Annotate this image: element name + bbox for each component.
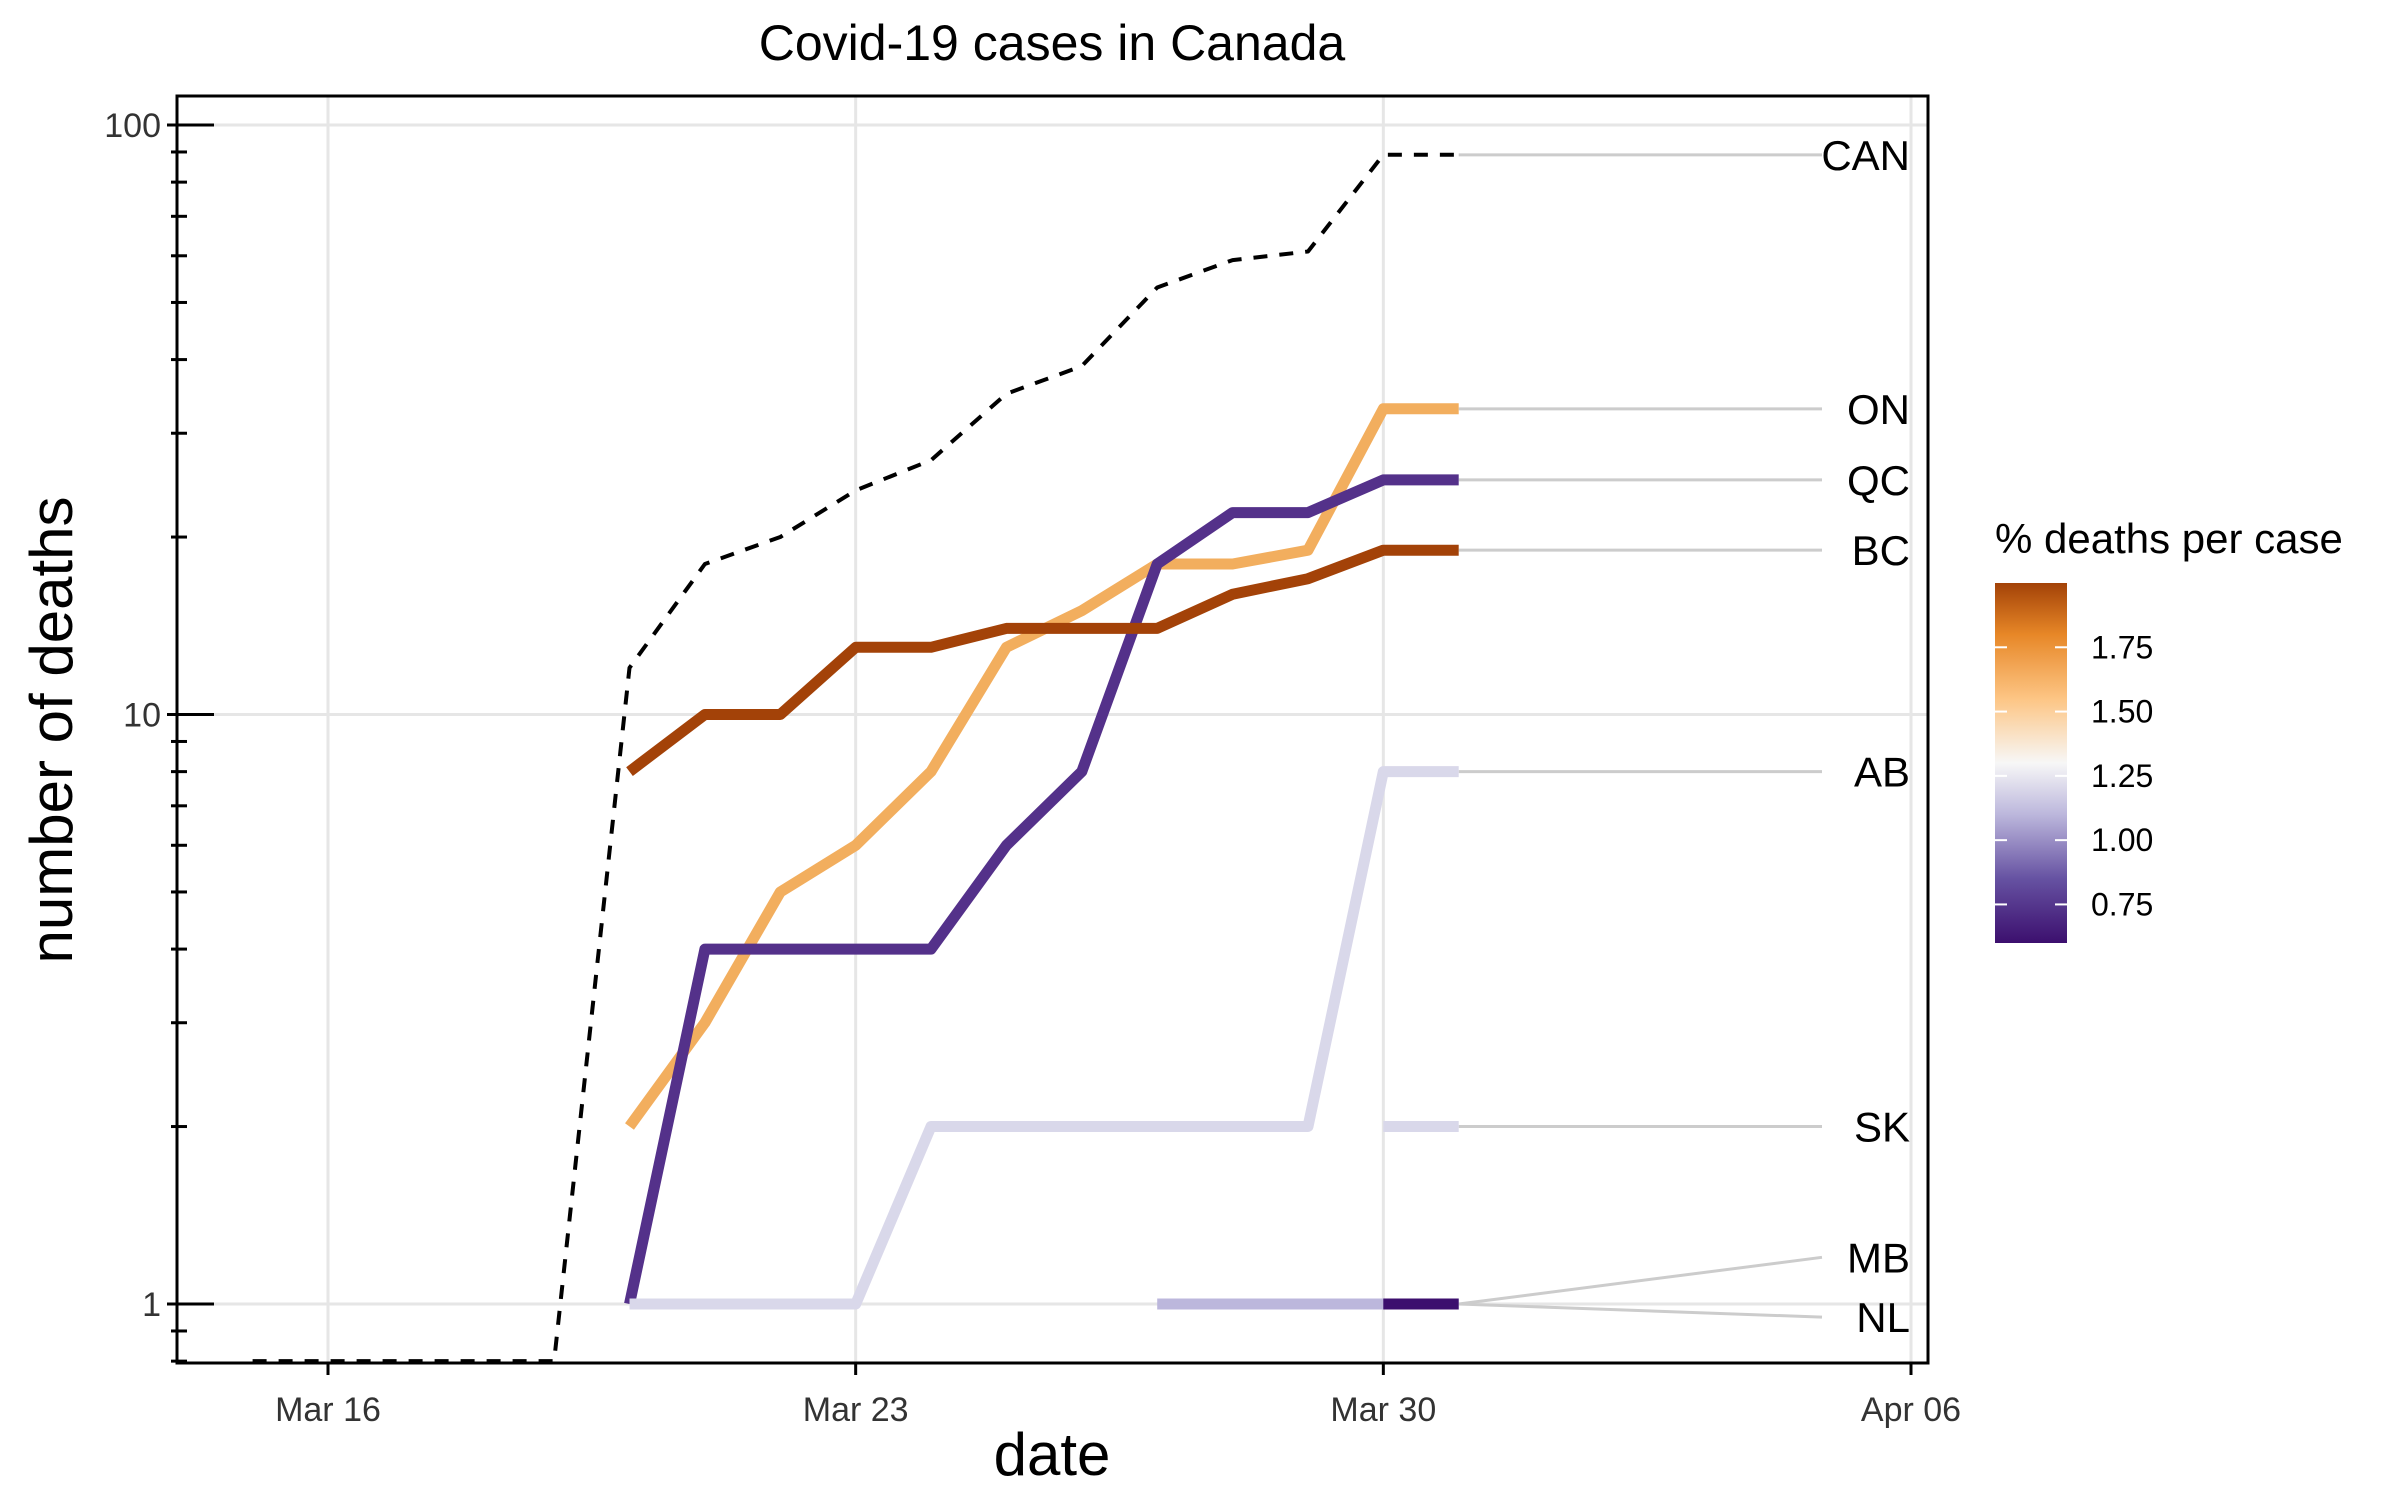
series-label-bc: BC	[1852, 527, 1910, 574]
legend-tick-label: 1.25	[2091, 758, 2153, 794]
leader-line-mb	[1458, 1255, 1823, 1306]
x-tick-label: Mar 30	[1330, 1391, 1436, 1429]
series-label-sk: SK	[1854, 1104, 1910, 1151]
plot-border	[175, 94, 1930, 1365]
series-line-bc	[626, 544, 1459, 776]
legend-tick-label: 1.50	[2091, 694, 2153, 730]
x-axis-title: date	[994, 1421, 1111, 1488]
chart-title: Covid-19 cases in Canada	[759, 15, 1346, 71]
legend-ticks: 0.75 1.00 1.25 1.50 1.75	[1995, 629, 2153, 922]
series-end-labels: CAN ON QC BC AB SK MB NL	[1821, 132, 1910, 1341]
series-lines	[252, 152, 1459, 1363]
x-tick-label: Mar 23	[803, 1391, 909, 1429]
grid	[177, 96, 1928, 1363]
series-line-qc	[624, 474, 1459, 1306]
axis-ticks	[167, 123, 1913, 1375]
color-legend: % deaths per case 0.75 1.00 1.25 1.50 1.75	[1995, 515, 2343, 943]
series-line-ab	[629, 766, 1459, 1310]
tick-labels: Mar 16 Mar 23 Mar 30 Apr 06 1 10 100	[104, 107, 1961, 1429]
series-label-mb: MB	[1847, 1234, 1910, 1281]
legend-tick-label: 1.00	[2091, 822, 2153, 858]
x-tick-label: Apr 06	[1861, 1391, 1961, 1429]
legend-colorbar	[1995, 583, 2067, 943]
series-label-qc: QC	[1847, 457, 1910, 504]
series-label-on: ON	[1847, 386, 1910, 433]
x-tick-label: Mar 16	[275, 1391, 381, 1429]
legend-title: % deaths per case	[1995, 515, 2343, 562]
y-tick-label: 100	[104, 107, 161, 145]
series-label-can: CAN	[1821, 132, 1910, 179]
y-tick-label: 1	[142, 1286, 161, 1324]
leader-lines	[1458, 153, 1823, 1319]
series-label-ab: AB	[1854, 749, 1910, 796]
y-axis-title: number of deaths	[18, 497, 85, 964]
y-tick-label: 10	[123, 697, 161, 735]
legend-tick-label: 0.75	[2091, 886, 2153, 922]
leader-line-nl	[1458, 1302, 1823, 1319]
legend-tick-label: 1.75	[2091, 629, 2153, 665]
series-line-can	[252, 152, 1459, 1363]
series-label-nl: NL	[1856, 1294, 1910, 1341]
